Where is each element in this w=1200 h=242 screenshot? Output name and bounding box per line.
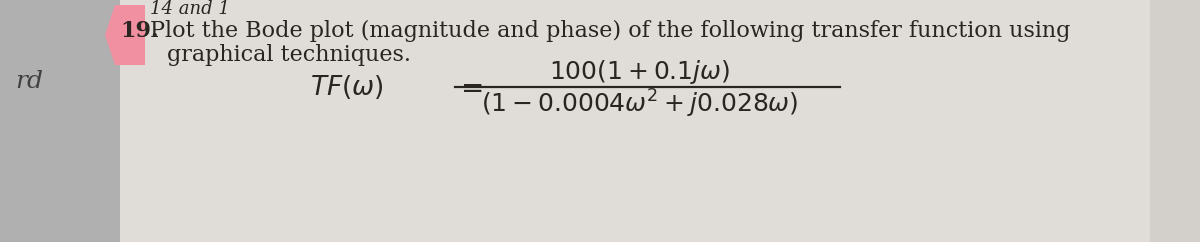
Text: $TF(\omega)$: $TF(\omega)$: [310, 73, 384, 101]
Text: 19.: 19.: [120, 20, 158, 42]
Text: Plot the Bode plot (magnitude and phase) of the following transfer function usin: Plot the Bode plot (magnitude and phase)…: [150, 20, 1070, 42]
Text: rd: rd: [14, 70, 43, 93]
Text: 14 and 1: 14 and 1: [150, 0, 230, 18]
Text: $100(1+0.1j\omega)$: $100(1+0.1j\omega)$: [550, 58, 731, 86]
Text: graphical techniques.: graphical techniques.: [167, 44, 410, 66]
Text: $(1-0.0004\omega^2+j0.028\omega)$: $(1-0.0004\omega^2+j0.028\omega)$: [481, 88, 799, 120]
Text: $=$: $=$: [455, 74, 482, 100]
Bar: [1150, 0, 1200, 242]
Polygon shape: [106, 5, 145, 65]
